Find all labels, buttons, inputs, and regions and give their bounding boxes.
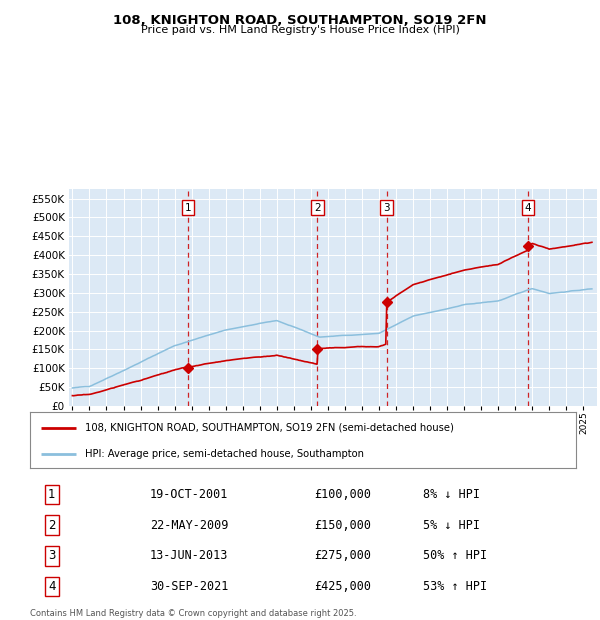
Text: £275,000: £275,000 [314, 549, 371, 562]
Text: 3: 3 [383, 203, 390, 213]
Text: 1: 1 [185, 203, 191, 213]
Text: 2: 2 [314, 203, 320, 213]
Text: HPI: Average price, semi-detached house, Southampton: HPI: Average price, semi-detached house,… [85, 449, 364, 459]
Text: £150,000: £150,000 [314, 518, 371, 531]
Text: 108, KNIGHTON ROAD, SOUTHAMPTON, SO19 2FN (semi-detached house): 108, KNIGHTON ROAD, SOUTHAMPTON, SO19 2F… [85, 423, 454, 433]
Text: Price paid vs. HM Land Registry's House Price Index (HPI): Price paid vs. HM Land Registry's House … [140, 25, 460, 35]
Text: 8% ↓ HPI: 8% ↓ HPI [423, 488, 480, 501]
Text: 3: 3 [48, 549, 56, 562]
Text: 53% ↑ HPI: 53% ↑ HPI [423, 580, 487, 593]
Text: 4: 4 [48, 580, 56, 593]
Text: 108, KNIGHTON ROAD, SOUTHAMPTON, SO19 2FN: 108, KNIGHTON ROAD, SOUTHAMPTON, SO19 2F… [113, 14, 487, 27]
Text: £100,000: £100,000 [314, 488, 371, 501]
Text: 22-MAY-2009: 22-MAY-2009 [150, 518, 229, 531]
Text: 4: 4 [525, 203, 532, 213]
Text: 1: 1 [48, 488, 56, 501]
Text: 2: 2 [48, 518, 56, 531]
Text: Contains HM Land Registry data © Crown copyright and database right 2025.
This d: Contains HM Land Registry data © Crown c… [30, 609, 356, 620]
Text: 5% ↓ HPI: 5% ↓ HPI [423, 518, 480, 531]
Text: 50% ↑ HPI: 50% ↑ HPI [423, 549, 487, 562]
Text: 13-JUN-2013: 13-JUN-2013 [150, 549, 229, 562]
Text: 30-SEP-2021: 30-SEP-2021 [150, 580, 229, 593]
Text: £425,000: £425,000 [314, 580, 371, 593]
Text: 19-OCT-2001: 19-OCT-2001 [150, 488, 229, 501]
